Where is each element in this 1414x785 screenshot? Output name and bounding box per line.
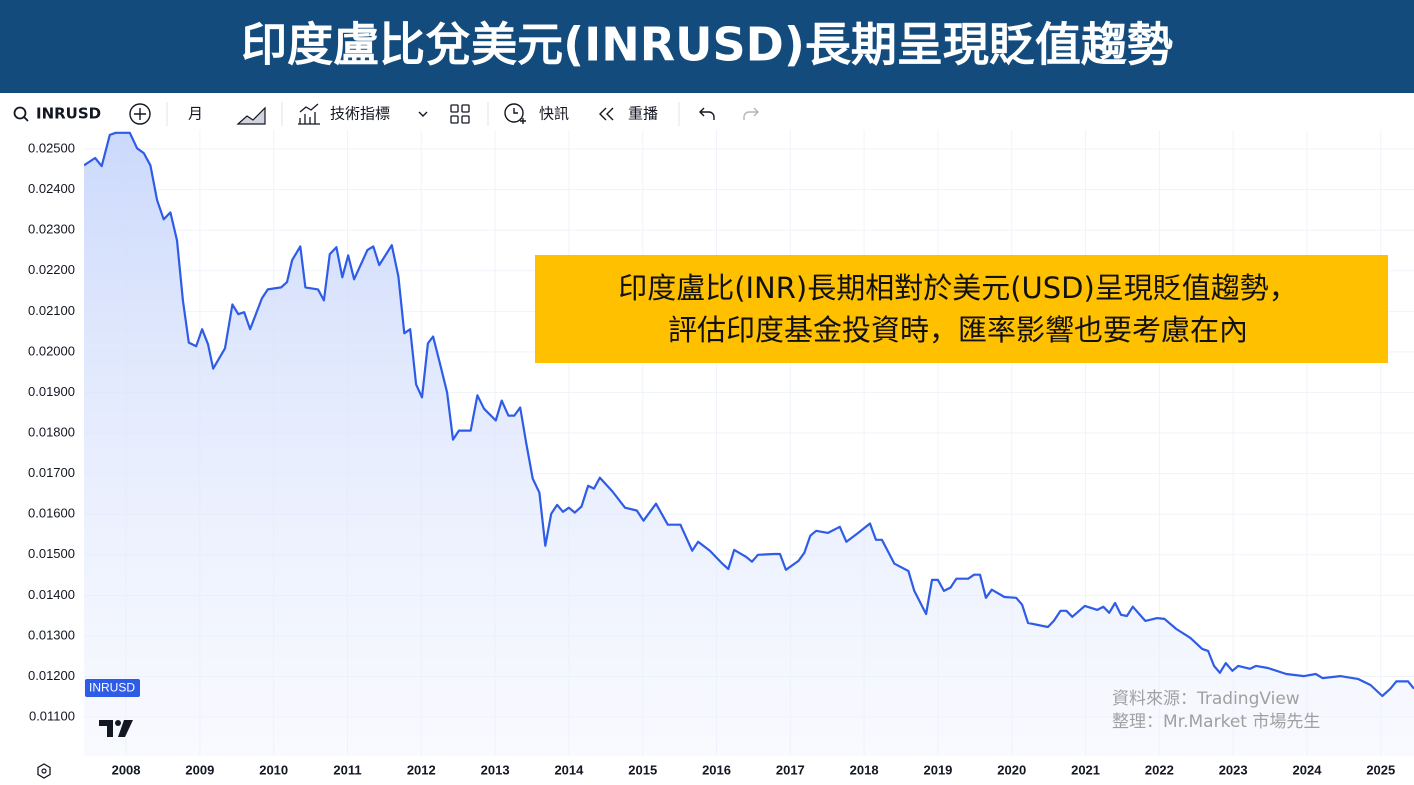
x-tick-label: 2010 xyxy=(259,762,288,777)
source-line: 資料來源：TradingView xyxy=(1112,689,1300,709)
tradingview-logo xyxy=(99,720,133,737)
y-tick-label: 0.01100 xyxy=(29,708,75,723)
undo[interactable] xyxy=(699,107,715,120)
x-tick-label: 2015 xyxy=(628,762,657,777)
series-label-bg xyxy=(85,679,140,697)
series-label: INRUSD xyxy=(89,681,135,695)
y-tick-label: 0.02100 xyxy=(28,303,75,318)
x-tick-label: 2018 xyxy=(850,762,879,777)
y-tick-label: 0.01200 xyxy=(28,668,75,683)
title-banner xyxy=(0,0,1414,93)
add-symbol[interactable] xyxy=(129,103,151,125)
interval[interactable]: 月 xyxy=(188,105,203,123)
indicators-icon[interactable] xyxy=(298,103,320,125)
x-tick-label: 2023 xyxy=(1219,762,1248,777)
toolbar: INRUSD 月 技術指標 快訊 重播 xyxy=(13,102,759,126)
symbol[interactable]: INRUSD xyxy=(36,105,101,123)
settings-icon[interactable] xyxy=(37,763,51,779)
y-tick-label: 0.01700 xyxy=(28,465,75,480)
x-tick-label: 2025 xyxy=(1366,762,1395,777)
x-tick-label: 2022 xyxy=(1145,762,1174,777)
y-tick-label: 0.02400 xyxy=(28,181,75,196)
x-tick-label: 2020 xyxy=(997,762,1026,777)
x-tick-label: 2012 xyxy=(407,762,436,777)
y-tick-label: 0.02000 xyxy=(28,343,75,358)
source-line: 整理：Mr.Market 市場先生 xyxy=(1112,712,1320,732)
alert-icon[interactable] xyxy=(504,103,524,123)
y-tick-label: 0.02200 xyxy=(28,262,75,277)
replay-icon[interactable] xyxy=(599,107,614,121)
alerts[interactable]: 快訊 xyxy=(539,105,569,123)
annotation-line: 評估印度基金投資時，匯率影響也要考慮在內 xyxy=(668,313,1248,347)
x-tick-label: 2017 xyxy=(776,762,805,777)
y-tick-label: 0.02300 xyxy=(28,222,75,237)
annotation-box xyxy=(535,255,1388,363)
indicators[interactable]: 技術指標 xyxy=(330,105,390,123)
search-icon[interactable] xyxy=(13,106,27,120)
x-tick-label: 2008 xyxy=(112,762,141,777)
line xyxy=(84,131,1414,698)
plot-area xyxy=(84,131,1414,756)
x-tick-label: 2014 xyxy=(554,762,584,777)
y-tick-label: 0.02500 xyxy=(28,141,75,156)
add-symbol-plus xyxy=(134,108,146,120)
y-tick-label: 0.01500 xyxy=(28,546,75,561)
layout-icon[interactable] xyxy=(450,104,470,124)
x-tick-label: 2009 xyxy=(185,762,214,777)
x-tick-label: 2016 xyxy=(702,762,731,777)
y-tick-label: 0.01600 xyxy=(28,506,75,521)
redo[interactable] xyxy=(743,107,759,120)
y-tick-label: 0.01900 xyxy=(28,384,75,399)
chart-title: 印度盧比兌美元(INRUSD)長期呈現貶值趨勢 xyxy=(241,18,1173,72)
replay[interactable]: 重播 xyxy=(628,105,658,123)
x-tick-label: 2013 xyxy=(481,762,510,777)
x-tick-label: 2024 xyxy=(1293,762,1323,777)
area xyxy=(84,132,1414,756)
y-tick-label: 0.01800 xyxy=(28,424,75,439)
axes: 0.01100 0.01200 0.01300 0.01400 0.01500 0.016… xyxy=(28,141,1395,778)
annotation-line: 印度盧比(INR)長期相對於美元(USD)呈現貶值趨勢， xyxy=(618,271,1298,305)
y-tick-label: 0.01400 xyxy=(28,587,75,602)
x-tick-label: 2021 xyxy=(1071,762,1100,777)
dropdown-chevron[interactable] xyxy=(418,111,428,117)
y-tick-label: 0.01300 xyxy=(28,627,75,642)
alert-icon-detail xyxy=(513,108,526,124)
chart-type-icon[interactable] xyxy=(236,106,266,125)
search-icon-handle xyxy=(23,116,29,122)
x-tick-label: 2019 xyxy=(923,762,952,777)
x-tick-label: 2011 xyxy=(333,762,361,777)
settings-icon-center xyxy=(41,768,47,774)
